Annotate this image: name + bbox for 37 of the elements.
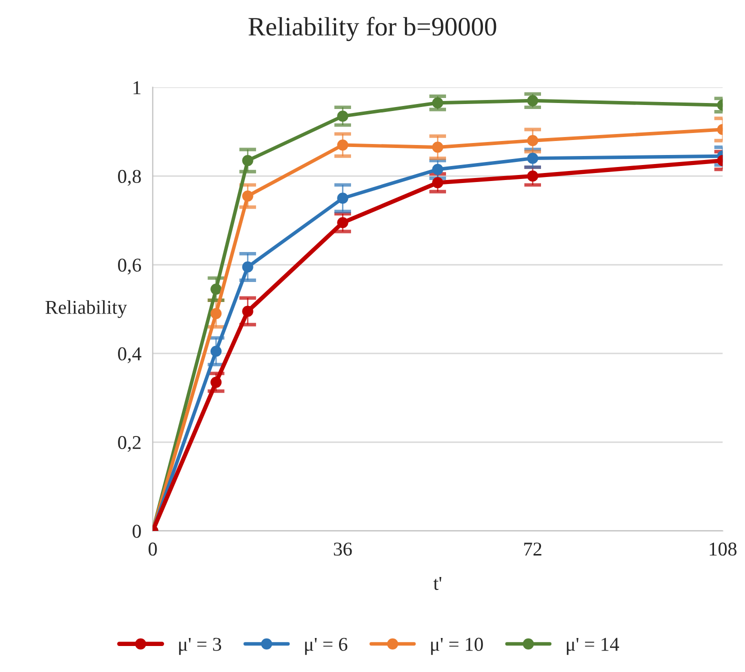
point xyxy=(242,190,254,202)
point xyxy=(527,95,538,106)
legend-label: μ' = 10 xyxy=(431,638,483,655)
x-tick-label: 72 xyxy=(524,542,542,556)
point xyxy=(337,217,348,228)
point xyxy=(432,97,444,108)
point xyxy=(527,135,538,146)
point xyxy=(210,284,222,295)
point xyxy=(432,164,444,175)
point xyxy=(210,308,222,320)
y-tick-label: 1 xyxy=(134,81,140,94)
x-tick-label: 108 xyxy=(710,542,736,556)
legend-label: μ' = 3 xyxy=(179,638,222,655)
y-tick-label: 0,8 xyxy=(118,170,141,186)
point xyxy=(432,177,444,188)
y-tick-label: 0,4 xyxy=(118,347,142,364)
chart-title: Reliability for b=90000 xyxy=(248,16,496,42)
point xyxy=(337,139,348,151)
point xyxy=(527,170,538,182)
y-tick-label: 0 xyxy=(132,524,141,538)
y-tick-label: 0,6 xyxy=(118,258,142,275)
x-axis-title: t' xyxy=(433,577,442,590)
point xyxy=(210,376,222,388)
point xyxy=(210,346,222,357)
point xyxy=(527,152,538,164)
legend-label: μ' = 14 xyxy=(566,638,620,655)
point xyxy=(242,261,254,273)
y-tick-label: 0,2 xyxy=(118,436,141,452)
point xyxy=(432,142,444,153)
legend-label: μ' = 6 xyxy=(305,638,348,655)
x-tick-label: 0 xyxy=(148,542,157,556)
point xyxy=(337,110,348,122)
point xyxy=(337,192,348,204)
y-axis-title: Reliability xyxy=(46,300,127,318)
x-tick-label: 36 xyxy=(334,542,352,556)
point xyxy=(242,154,254,166)
point xyxy=(242,306,254,317)
